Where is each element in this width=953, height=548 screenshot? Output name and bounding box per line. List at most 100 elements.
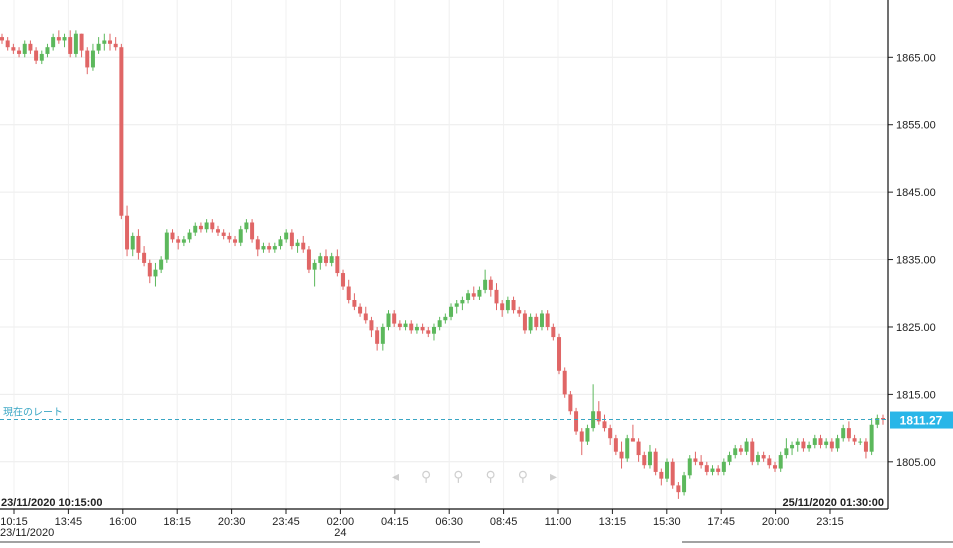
candle-body [176,239,181,243]
candle-body [511,300,516,311]
candle-body [619,451,624,459]
candle-body [846,428,851,439]
candle-body [574,411,579,432]
candle-down [471,286,476,301]
candle-body [579,431,584,442]
candle-down [375,326,380,351]
candle-down [738,444,743,456]
candle-body [261,246,266,250]
candle-down [85,47,90,75]
zoom-in-icon[interactable]: ⚲ [421,469,432,485]
candle-up [386,310,391,331]
scroll-right-icon[interactable]: ▸ [549,469,557,485]
candle-down [341,269,346,290]
candle-up [261,242,266,253]
candle-body [818,438,823,445]
candle-body [545,313,550,327]
candle-down [636,438,641,462]
candle-body [272,246,277,250]
y-tick-label: 1855.00 [896,120,936,132]
candle-body [119,47,124,216]
candle-down [5,37,10,51]
candle-down [335,249,340,277]
candle-up [443,313,448,324]
candle-body [738,448,743,452]
candle-down [653,448,658,476]
candle-body [755,455,760,462]
candle-body [306,249,311,270]
candle-body [824,441,829,445]
candle-down [551,323,556,341]
candle-body [829,441,834,449]
candle-down [426,326,431,338]
candle-down [608,424,613,445]
candle-body [841,428,846,439]
zoom-out-icon[interactable]: ⚲ [453,469,464,485]
candle-up [687,455,692,479]
candle-body [602,421,607,429]
candle-up [159,256,164,274]
candle-down [630,424,635,442]
candle-up [204,219,209,233]
chart-grid [0,0,888,509]
candle-down [659,468,664,486]
candle-up [193,222,198,236]
candle-body [687,458,692,476]
candle-down [267,242,272,253]
candle-up [665,458,670,483]
candle-up [790,441,795,456]
x-tick-label: 23:45 [272,516,300,528]
candle-body [227,235,232,240]
candle-down [352,293,357,311]
candle-body [869,424,874,452]
candle-body [710,468,715,472]
candle-up [238,225,243,247]
candle-body [358,306,363,314]
candle-body [244,222,249,230]
candle-down [534,313,539,331]
x-tick-label: 02:00 [327,516,355,528]
x-tick-label: 13:15 [599,516,627,528]
scroll-left-icon[interactable]: ◂ [392,469,400,485]
candle-body [647,451,652,466]
zoom-reset-icon[interactable]: ⚲ [517,469,528,485]
candles [0,30,885,499]
y-tick-label: 1835.00 [896,255,936,267]
candle-down [198,222,203,233]
candle-up [96,37,101,54]
candle-body [187,232,192,240]
candle-body [431,326,436,334]
candle-up [755,451,760,466]
candle-up [380,323,385,351]
candle-body [659,471,664,479]
candle-down [306,246,311,274]
candle-up [625,434,630,462]
candle-down [136,229,141,260]
candle-body [835,438,840,449]
candle-up [414,323,419,334]
zoom-in-alt-icon[interactable]: ⚲ [485,469,496,485]
candle-body [363,313,368,321]
range-start-label: 23/11/2020 10:15:00 [1,497,103,509]
candle-body [198,225,203,230]
candle-up [45,43,50,58]
candle-down [545,310,550,331]
candle-body [522,313,527,331]
candle-body [704,465,709,472]
candle-up [153,262,158,287]
candle-down [500,300,505,317]
candle-body [85,50,90,68]
candle-body [96,43,101,51]
candle-body [170,232,175,240]
candle-body [346,286,351,301]
x-tick-label: 13:45 [55,516,83,528]
candle-down [619,441,624,469]
candle-down [215,225,220,236]
candle-body [164,232,169,260]
candle-body [238,229,243,243]
candle-up [784,438,789,459]
candle-down [716,465,721,476]
x-tick-label: 11:00 [545,516,572,528]
candle-body [39,53,44,61]
